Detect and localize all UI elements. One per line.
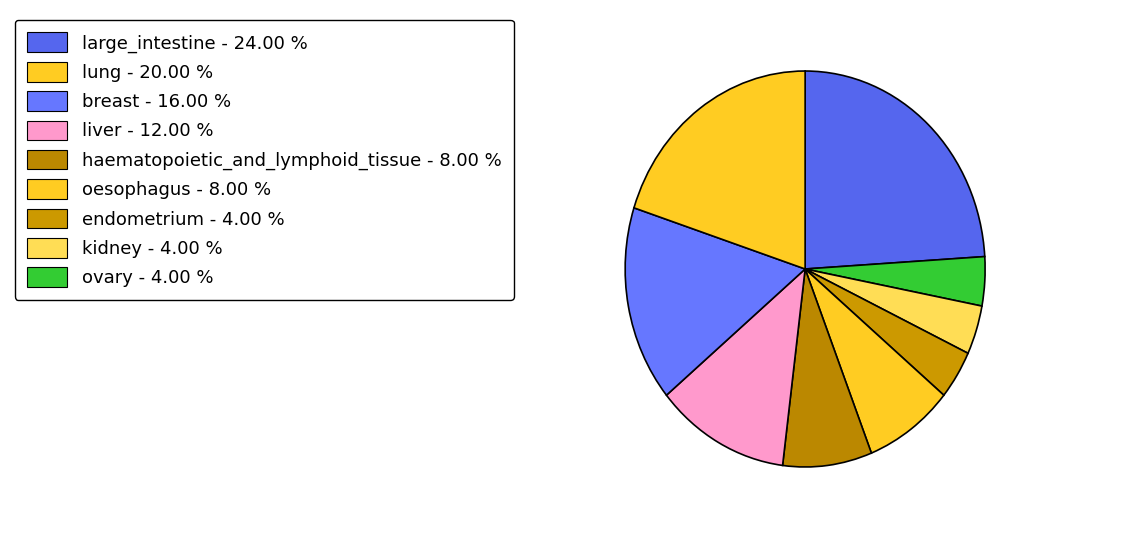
- Wedge shape: [625, 208, 805, 395]
- Legend: large_intestine - 24.00 %, lung - 20.00 %, breast - 16.00 %, liver - 12.00 %, ha: large_intestine - 24.00 %, lung - 20.00 …: [15, 20, 514, 300]
- Wedge shape: [805, 257, 985, 306]
- Wedge shape: [782, 269, 871, 467]
- Wedge shape: [805, 269, 982, 353]
- Wedge shape: [805, 269, 943, 453]
- Wedge shape: [805, 269, 968, 395]
- Wedge shape: [805, 71, 984, 269]
- Wedge shape: [634, 71, 805, 269]
- Wedge shape: [667, 269, 805, 465]
